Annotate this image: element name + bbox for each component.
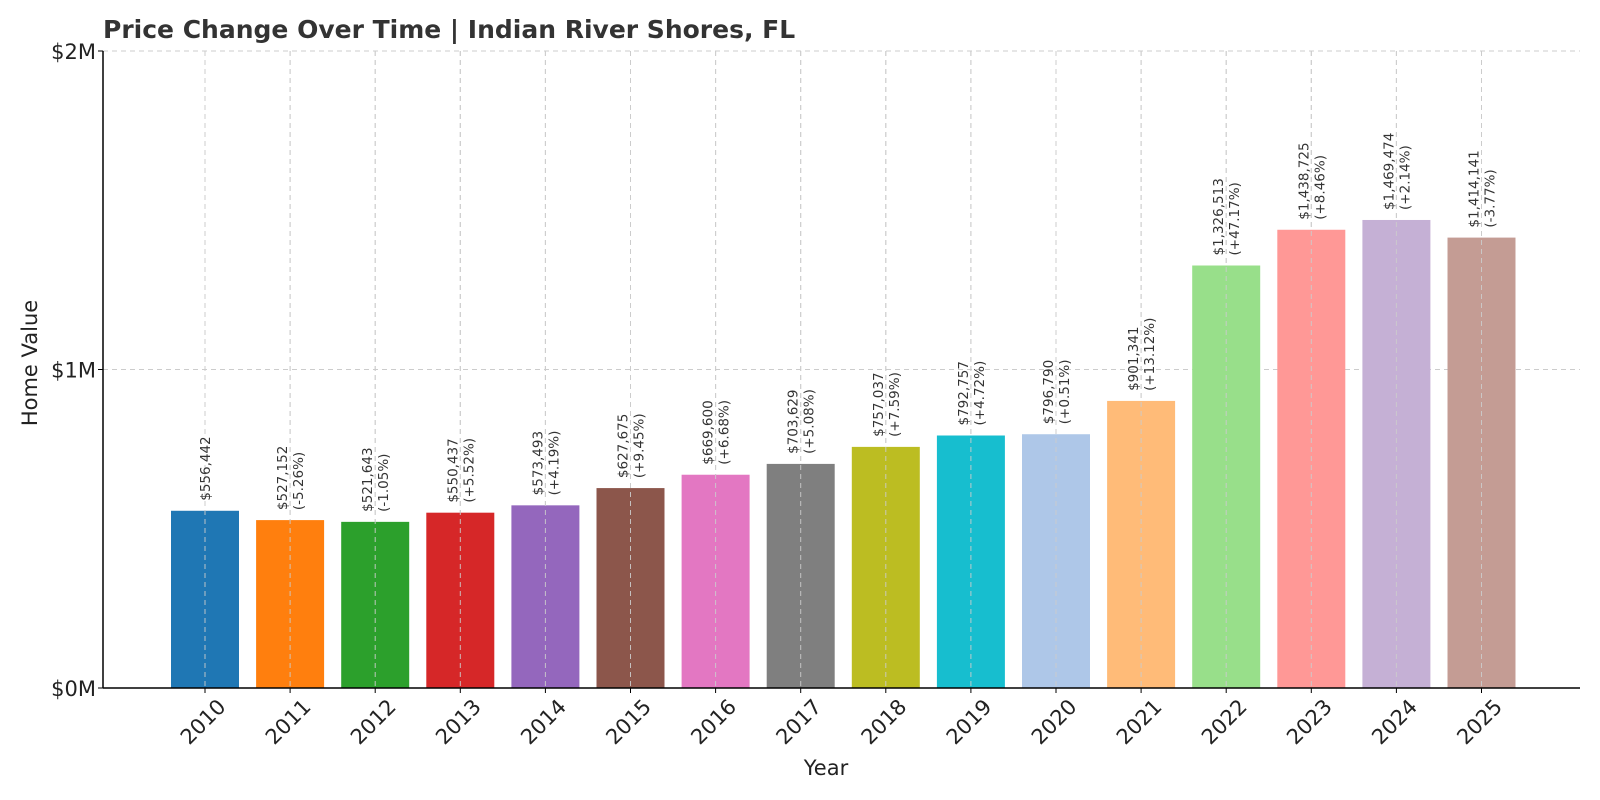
bar-label-group: $792,757 (+4.72%) <box>956 361 988 426</box>
x-tick-label: 2021 <box>1112 695 1167 750</box>
bar-label-group: $556,442 <box>198 436 214 500</box>
bar-label-group: $703,629 (+5.08%) <box>786 389 818 454</box>
x-tick-label: 2018 <box>857 695 912 750</box>
x-tick-label: 2020 <box>1027 695 1082 750</box>
bar-change-label: (+8.46%) <box>1312 155 1328 220</box>
x-tick-label: 2024 <box>1367 695 1422 750</box>
bar-2021 <box>1107 400 1176 688</box>
bar-label-group: $669,600 (+6.68%) <box>701 400 733 465</box>
bar-label-group: $796,790 (+0.51%) <box>1041 359 1073 424</box>
y-tick-label: $2M <box>51 40 96 64</box>
x-tick-label: 2023 <box>1282 695 1337 750</box>
bar-label-layer: $556,442 $527,152 (-5.26%) $521,643 (-1.05%)… <box>198 133 1499 512</box>
bar-change-label: (+4.19%) <box>546 431 562 496</box>
bar-value-label: $703,629 <box>786 389 802 453</box>
x-tick-label: 2014 <box>516 695 571 750</box>
bar-change-label: (+7.59%) <box>887 372 903 437</box>
x-tick-label: 2025 <box>1452 695 1507 750</box>
x-tick-label: 2016 <box>686 695 741 750</box>
bar-label-group: $1,326,513 (+47.17%) <box>1211 178 1243 255</box>
bar-change-label: (+47.17%) <box>1227 182 1243 255</box>
bar-label-group: $901,341 (+13.12%) <box>1126 318 1158 391</box>
x-tick-label: 2011 <box>261 695 316 750</box>
bar-value-label: $556,442 <box>198 436 214 500</box>
bar-change-label: (+5.52%) <box>461 438 477 503</box>
bar-change-label: (+13.12%) <box>1142 318 1158 391</box>
bar-change-label: (+6.68%) <box>717 400 733 465</box>
bar-change-label: (-1.05%) <box>376 454 392 512</box>
bar-value-label: $1,414,141 <box>1467 150 1483 227</box>
bar-value-label: $792,757 <box>956 361 972 425</box>
bar-change-label: (-3.77%) <box>1483 169 1499 227</box>
bar-label-group: $757,037 (+7.59%) <box>871 372 903 437</box>
bar-label-group: $573,493 (+4.19%) <box>530 431 562 496</box>
bar-change-label: (+9.45%) <box>632 413 648 478</box>
bar-value-label: $901,341 <box>1126 327 1142 391</box>
y-tick-label: $0M <box>51 677 96 701</box>
x-tick-label: 2013 <box>431 695 486 750</box>
x-tick-label: 2022 <box>1197 695 1252 750</box>
bar-label-group: $1,469,474 (+2.14%) <box>1381 133 1413 210</box>
bar-value-label: $1,469,474 <box>1381 133 1397 210</box>
x-tick-label: 2019 <box>942 695 997 750</box>
bar-value-label: $1,326,513 <box>1211 178 1227 255</box>
bar-label-group: $1,414,141 (-3.77%) <box>1467 150 1499 227</box>
bar-change-label: (-5.26%) <box>291 452 307 510</box>
bar-change-label: (+4.72%) <box>972 361 988 426</box>
bar-label-group: $550,437 (+5.52%) <box>445 438 477 503</box>
bar-value-label: $1,438,725 <box>1296 142 1312 219</box>
x-tick-label: 2010 <box>176 695 231 750</box>
bar-layer <box>171 51 1516 689</box>
bar-value-label: $573,493 <box>530 431 546 495</box>
bar-label-group: $527,152 (-5.26%) <box>275 446 307 510</box>
bar-value-label: $796,790 <box>1041 360 1057 424</box>
bar-label-group: $1,438,725 (+8.46%) <box>1296 142 1328 219</box>
x-tick-label: 2015 <box>601 695 656 750</box>
bar-2019 <box>936 435 1005 688</box>
bar-label-group: $627,675 (+9.45%) <box>616 413 648 478</box>
bar-value-label: $627,675 <box>616 414 632 478</box>
grid-layer <box>103 50 1580 688</box>
y-axis-label: Home Value <box>18 300 42 426</box>
bar-2024 <box>1362 219 1431 688</box>
chart-title: Price Change Over Time | Indian River Sh… <box>103 15 795 44</box>
bar-value-label: $669,600 <box>701 400 717 464</box>
x-axis-label: Year <box>803 756 849 780</box>
bar-value-label: $757,037 <box>871 372 887 436</box>
bar-change-label: (+2.14%) <box>1397 145 1413 210</box>
bar-value-label: $550,437 <box>445 438 461 502</box>
y-tick-label: $1M <box>51 359 96 383</box>
x-tick-label: 2017 <box>771 695 826 750</box>
bar-value-label: $527,152 <box>275 446 291 510</box>
bar-value-label: $521,643 <box>360 447 376 511</box>
bar-label-group: $521,643 (-1.05%) <box>360 447 392 511</box>
bar-change-label: (+5.08%) <box>802 389 818 454</box>
x-tick-label: 2012 <box>346 695 401 750</box>
bar-change-label: (+0.51%) <box>1057 359 1073 424</box>
